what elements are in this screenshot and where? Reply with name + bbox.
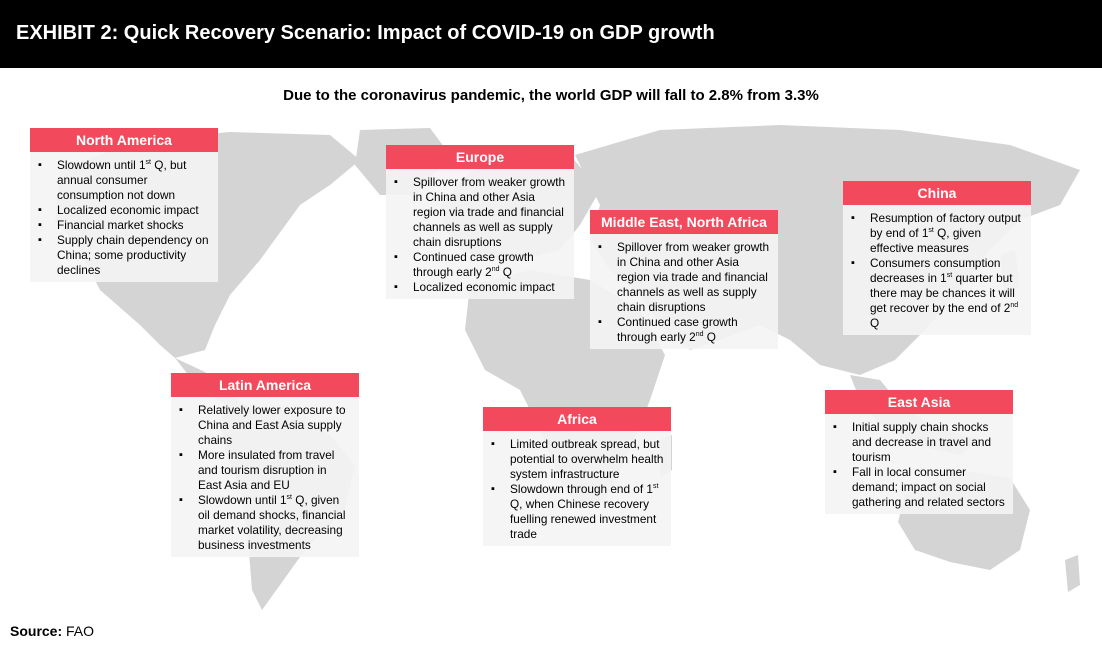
region-middle-east-north-africa: Middle East, North Africa Spillover from… bbox=[590, 210, 778, 349]
region-label: Europe bbox=[386, 145, 574, 169]
bullet-item: More insulated from travel and tourism d… bbox=[179, 448, 353, 493]
region-label: North America bbox=[30, 128, 218, 152]
bullet-item: Continued case growth through early 2nd … bbox=[394, 250, 568, 280]
region-china: China Resumption of factory output by en… bbox=[843, 181, 1031, 335]
region-label: Latin America bbox=[171, 373, 359, 397]
source-note: Source: FAO bbox=[10, 623, 94, 639]
bullet-item: Relatively lower exposure to China and E… bbox=[179, 403, 353, 448]
new-zealand-shape bbox=[1065, 555, 1080, 592]
bullet-item: Fall in local consumer demand; impact on… bbox=[833, 465, 1007, 510]
bullet-item: Consumers consumption decreases in 1st q… bbox=[851, 256, 1025, 331]
region-latin-america: Latin America Relatively lower exposure … bbox=[171, 373, 359, 557]
source-label: Source: bbox=[10, 623, 63, 639]
region-label: Middle East, North Africa bbox=[590, 210, 778, 234]
bullet-item: Slowdown until 1st Q, but annual consume… bbox=[38, 158, 212, 203]
subtitle: Due to the coronavirus pandemic, the wor… bbox=[283, 87, 819, 104]
source-value: FAO bbox=[66, 623, 95, 639]
region-africa: Africa Limited outbreak spread, but pote… bbox=[483, 407, 671, 546]
title-bar: EXHIBIT 2: Quick Recovery Scenario: Impa… bbox=[0, 0, 1102, 68]
bullet-item: Supply chain dependency on China; some p… bbox=[38, 233, 212, 278]
bullet-item: Resumption of factory output by end of 1… bbox=[851, 211, 1025, 256]
bullet-item: Slowdown until 1st Q, given oil demand s… bbox=[179, 493, 353, 553]
region-label: China bbox=[843, 181, 1031, 205]
bullet-item: Localized economic impact bbox=[394, 280, 568, 295]
bullet-item: Limited outbreak spread, but potential t… bbox=[491, 437, 665, 482]
bullet-item: Spillover from weaker growth in China an… bbox=[598, 240, 772, 315]
bullet-item: Continued case growth through early 2nd … bbox=[598, 315, 772, 345]
bullet-item: Slowdown through end of 1st Q, when Chin… bbox=[491, 482, 665, 542]
region-east-asia: East Asia Initial supply chain shocks an… bbox=[825, 390, 1013, 514]
bullet-item: Financial market shocks bbox=[38, 218, 212, 233]
bullet-item: Spillover from weaker growth in China an… bbox=[394, 175, 568, 250]
region-label: Africa bbox=[483, 407, 671, 431]
region-europe: Europe Spillover from weaker growth in C… bbox=[386, 145, 574, 299]
bullet-item: Initial supply chain shocks and decrease… bbox=[833, 420, 1007, 465]
bullet-item: Localized economic impact bbox=[38, 203, 212, 218]
region-label: East Asia bbox=[825, 390, 1013, 414]
exhibit-title: EXHIBIT 2: Quick Recovery Scenario: Impa… bbox=[16, 22, 715, 44]
region-north-america: North America Slowdown until 1st Q, but … bbox=[30, 128, 218, 282]
